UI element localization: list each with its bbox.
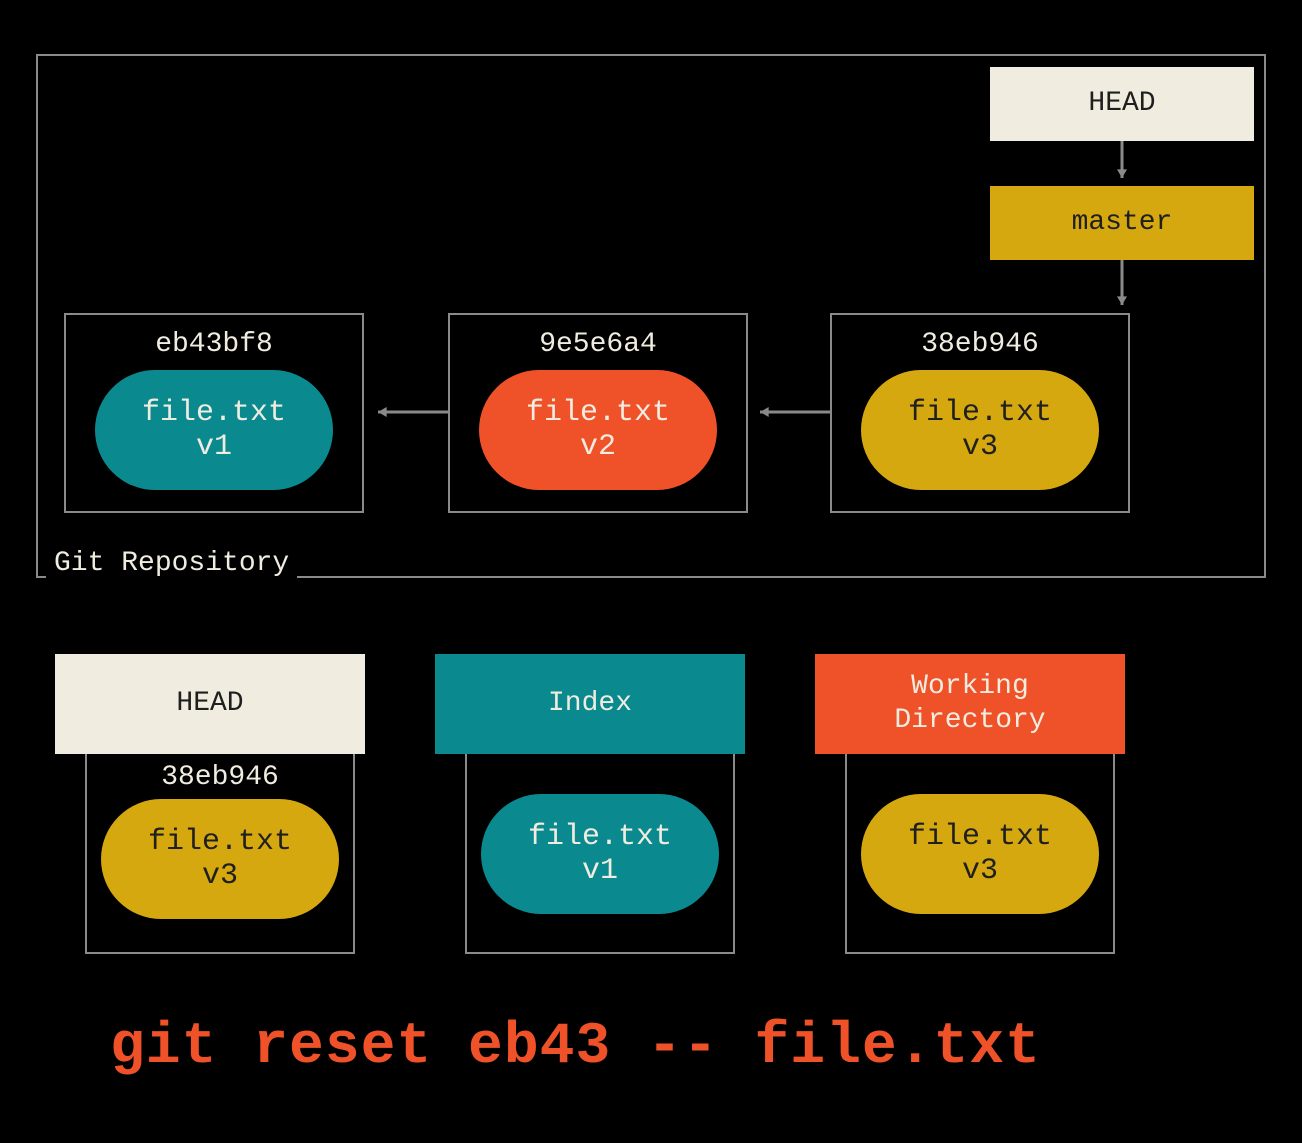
state-box-2: Working Directoryfile.txtv3 [845, 654, 1115, 954]
file-name: file.txt [528, 820, 672, 855]
file-pill: file.txtv2 [479, 370, 717, 490]
file-name: file.txt [148, 825, 292, 860]
ref-arrow-0 [1110, 129, 1134, 190]
ref-arrow-1 [1110, 248, 1134, 317]
file-version: v1 [582, 854, 618, 889]
file-name: file.txt [908, 396, 1052, 431]
file-pill: file.txtv1 [481, 794, 719, 914]
state-header: Index [435, 654, 745, 754]
commit-hash: eb43bf8 [155, 329, 273, 360]
git-repository-label: Git Repository [46, 548, 297, 579]
commit-hash: 38eb946 [921, 329, 1039, 360]
commit-arrow-0 [366, 400, 460, 424]
file-pill: file.txtv3 [861, 370, 1099, 490]
file-version: v3 [962, 430, 998, 465]
file-version: v1 [196, 430, 232, 465]
state-box-1: Indexfile.txtv1 [465, 654, 735, 954]
commit-box-9e5e6a4: 9e5e6a4 file.txtv2 [448, 313, 748, 513]
state-header: HEAD [55, 654, 365, 754]
file-name: file.txt [526, 396, 670, 431]
state-header: Working Directory [815, 654, 1125, 754]
commit-box-38eb946: 38eb946 file.txtv3 [830, 313, 1130, 513]
file-version: v3 [962, 854, 998, 889]
commit-arrow-1 [748, 400, 842, 424]
git-command: git reset eb43 -- file.txt [110, 1015, 1041, 1080]
commit-box-eb43bf8: eb43bf8 file.txtv1 [64, 313, 364, 513]
file-pill: file.txtv1 [95, 370, 333, 490]
state-hash: 38eb946 [161, 762, 279, 793]
state-box-0: HEAD38eb946file.txtv3 [85, 654, 355, 954]
file-version: v2 [580, 430, 616, 465]
file-name: file.txt [908, 820, 1052, 855]
file-name: file.txt [142, 396, 286, 431]
file-pill: file.txtv3 [861, 794, 1099, 914]
commit-hash: 9e5e6a4 [539, 329, 657, 360]
file-version: v3 [202, 859, 238, 894]
file-pill: file.txtv3 [101, 799, 339, 919]
